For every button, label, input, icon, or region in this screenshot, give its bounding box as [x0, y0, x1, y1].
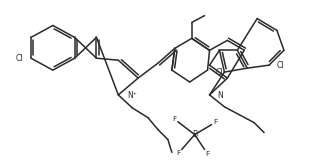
Text: Cl: Cl [16, 54, 23, 63]
Text: Cl: Cl [277, 61, 285, 70]
Text: B: B [192, 130, 197, 139]
Text: F: F [205, 151, 209, 157]
Text: F: F [176, 150, 181, 156]
Text: Cl: Cl [215, 68, 223, 77]
Text: N⁺: N⁺ [127, 91, 137, 100]
Text: F: F [172, 116, 176, 122]
Text: N: N [218, 91, 223, 100]
Text: F: F [214, 119, 218, 125]
